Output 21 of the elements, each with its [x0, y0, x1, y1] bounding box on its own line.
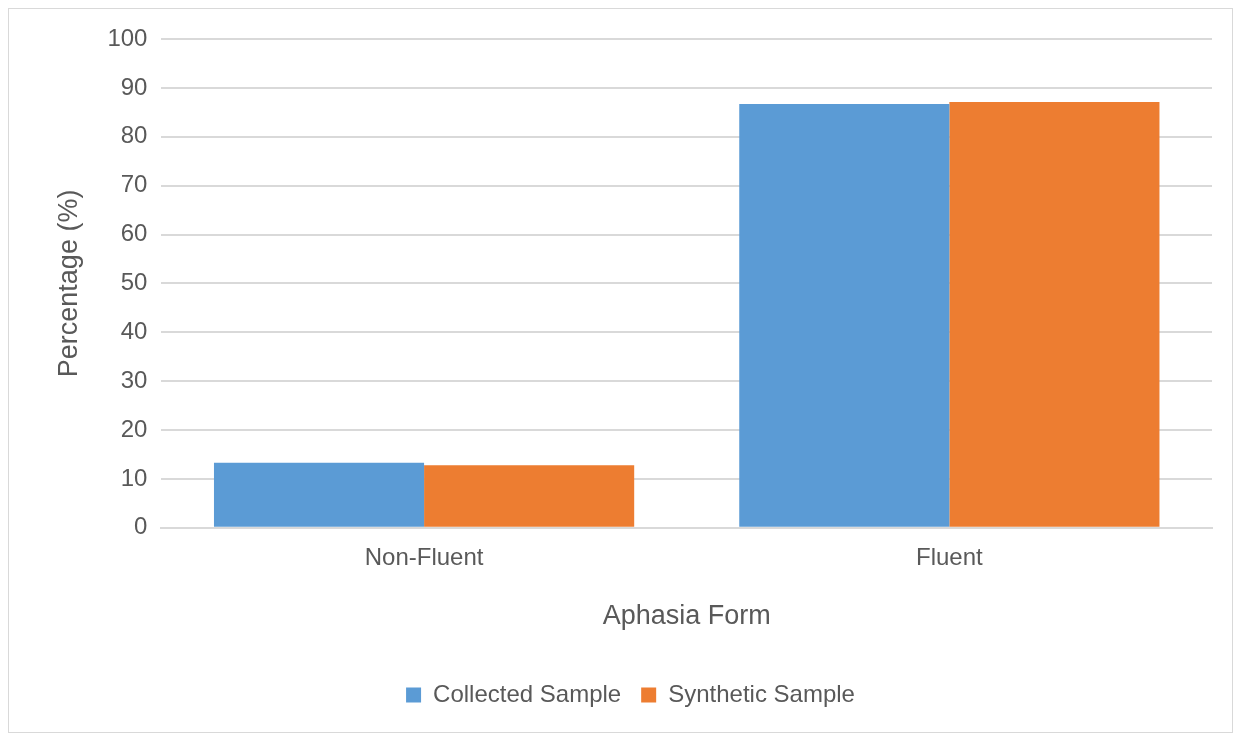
y-tick-label: 80 — [120, 121, 148, 149]
legend-label: Collected Sample — [433, 679, 622, 707]
bar — [424, 465, 635, 527]
bar — [739, 104, 950, 527]
y-tick-label: 100 — [107, 23, 148, 51]
y-tick-label: 70 — [120, 170, 148, 198]
y-axis-title: Percentage (%) — [52, 189, 83, 378]
y-tick-label: 40 — [120, 316, 148, 344]
x-tick-label: Non-Fluent — [364, 542, 484, 570]
y-tick-label: 10 — [120, 463, 148, 491]
y-tick-label: 0 — [134, 512, 148, 540]
y-tick-label: 90 — [120, 72, 148, 100]
y-tick-label: 50 — [120, 268, 148, 296]
bar — [949, 102, 1160, 527]
x-axis-title: Aphasia Form — [602, 600, 771, 631]
bar — [213, 462, 425, 527]
y-tick-label: 60 — [120, 219, 148, 247]
legend-label: Synthetic Sample — [668, 679, 855, 707]
x-tick-label: Fluent — [916, 542, 984, 570]
y-tick-label: 20 — [120, 414, 148, 442]
y-tick-label: 30 — [120, 365, 148, 393]
